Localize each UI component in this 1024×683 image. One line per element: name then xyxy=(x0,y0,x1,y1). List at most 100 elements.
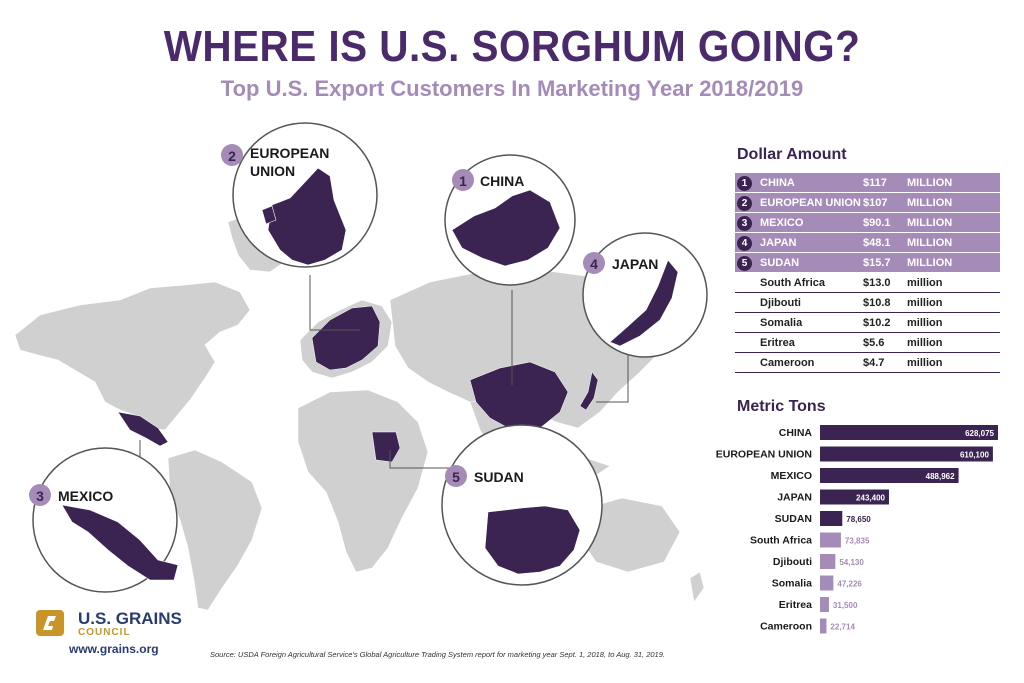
mexico-callout-label: MEXICO xyxy=(58,488,113,504)
dollar-unit: million xyxy=(907,357,943,369)
dollar-country: CHINA xyxy=(760,177,795,189)
bar-0 xyxy=(820,425,998,440)
eu-callout-label-line2: UNION xyxy=(250,163,295,179)
bar-8 xyxy=(820,597,829,612)
dollar-row: 4 JAPAN $48.1 MILLION xyxy=(735,233,1000,253)
rank-badge: 5 xyxy=(737,256,752,271)
dollar-row: Djibouti $10.8 million xyxy=(735,293,1000,313)
bar-category-label: Djibouti xyxy=(773,556,812,568)
china-map-highlight xyxy=(469,361,569,431)
dollar-amount: $15.7 xyxy=(863,257,891,269)
leader-lines xyxy=(139,275,629,469)
japan-callout-label: JAPAN xyxy=(612,256,658,272)
dollar-amount: $48.1 xyxy=(863,237,891,249)
japan-leader-line xyxy=(596,338,629,403)
dollar-row: 3 MEXICO $90.1 MILLION xyxy=(735,213,1000,233)
bar-value-label: 243,400 xyxy=(856,494,885,503)
bar-1 xyxy=(820,446,993,462)
grains-council-logo: U.S. GRAINS COUNCIL www.grains.org xyxy=(34,608,214,660)
dollar-country: Cameroon xyxy=(760,357,815,369)
mexico-zoom-shape xyxy=(61,504,179,581)
north-america-shape xyxy=(14,281,251,431)
rank-badge: 3 xyxy=(737,216,752,231)
rank-badge: 4 xyxy=(737,236,752,251)
bar-3 xyxy=(820,489,889,505)
dollar-unit: MILLION xyxy=(907,237,953,249)
dollar-unit: MILLION xyxy=(907,197,953,209)
eu-callout-label: EUROPEAN UNION xyxy=(250,145,333,179)
dollar-row: Eritrea $5.6 million xyxy=(735,333,1000,353)
bar-value-label: 22,714 xyxy=(830,623,855,632)
bar-category-label: JAPAN xyxy=(777,492,812,504)
logo-icon xyxy=(36,610,64,636)
logo-line2: COUNCIL xyxy=(78,627,131,638)
world-map: 2 1 4 3 5 EUROPEAN UNION CHINA JAPAN MEX… xyxy=(14,122,708,611)
dollar-amount: $13.0 xyxy=(863,277,891,289)
page-title: WHERE IS U.S. SORGHUM GOING? xyxy=(163,22,861,71)
bar-category-label: Eritrea xyxy=(779,599,812,611)
dollar-country: Eritrea xyxy=(760,337,795,349)
eu-zoom-ireland xyxy=(261,205,277,225)
south-america-shape xyxy=(167,449,263,611)
bar-category-label: MEXICO xyxy=(771,470,812,482)
dollar-country: SUDAN xyxy=(760,257,800,269)
japan-map-highlight xyxy=(579,371,599,411)
bar-category-label: SUDAN xyxy=(775,513,812,525)
dollar-country: MEXICO xyxy=(760,217,804,229)
dollar-unit: MILLION xyxy=(907,257,953,269)
dollar-row: Somalia $10.2 million xyxy=(735,313,1000,333)
eu-badge-number: 2 xyxy=(228,148,236,164)
bar-category-label: EUROPEAN UNION xyxy=(716,449,812,461)
sudan-zoom-shape xyxy=(484,505,581,575)
source-note: Source: USDA Foreign Agricultural Servic… xyxy=(210,650,665,659)
dollar-row: 5 SUDAN $15.7 MILLION xyxy=(735,253,1000,273)
bar-value-label: 54,130 xyxy=(839,558,864,567)
logo-url[interactable]: www.grains.org xyxy=(69,642,159,656)
sudan-badge-number: 5 xyxy=(452,469,460,485)
eu-zoom-shape xyxy=(267,167,347,266)
rank-badge: 2 xyxy=(737,196,752,211)
dollar-unit: MILLION xyxy=(907,217,953,229)
dollar-country: EUROPEAN UNION xyxy=(760,197,861,209)
dollar-row: 1 CHINA $117 MILLION xyxy=(735,173,1000,193)
tons-section-title: Metric Tons xyxy=(737,398,826,415)
bar-value-label: 628,075 xyxy=(965,429,994,438)
dollar-country: Djibouti xyxy=(760,297,801,309)
dollar-row: 2 EUROPEAN UNION $107 MILLION xyxy=(735,193,1000,213)
dollar-amount: $117 xyxy=(863,177,887,189)
eu-leader-line xyxy=(309,275,360,331)
bar-5 xyxy=(820,532,841,548)
bar-value-label: 31,500 xyxy=(833,601,858,610)
dollar-unit: MILLION xyxy=(907,177,953,189)
bar-value-label: 610,100 xyxy=(960,451,989,460)
bar-category-label: Somalia xyxy=(772,578,812,590)
new-zealand-shape xyxy=(689,571,705,603)
bar-7 xyxy=(820,575,834,591)
dollar-unit: million xyxy=(907,297,943,309)
dollar-amount-table: 1 CHINA $117 MILLION 2 EUROPEAN UNION $107 MILL… xyxy=(735,173,1000,373)
mexico-map-highlight xyxy=(117,411,169,447)
china-zoom-shape xyxy=(451,189,561,267)
dollar-unit: million xyxy=(907,317,943,329)
callout-text: 2 1 4 3 5 EUROPEAN UNION CHINA JAPAN MEX… xyxy=(36,145,658,504)
eu-map-highlight xyxy=(311,305,381,371)
china-callout-label: CHINA xyxy=(480,173,524,189)
dollar-country: Somalia xyxy=(760,317,803,329)
dollar-amount: $5.6 xyxy=(863,337,885,349)
sudan-map-highlight xyxy=(371,431,401,463)
dollar-row: Cameroon $4.7 million xyxy=(735,353,1000,373)
dollar-unit: million xyxy=(907,337,943,349)
japan-callout-circle xyxy=(582,232,708,358)
dollar-country: South Africa xyxy=(760,277,825,289)
dollar-country: JAPAN xyxy=(760,237,797,249)
bar-value-label: 78,650 xyxy=(846,515,871,524)
china-badge-number: 1 xyxy=(459,173,467,189)
japan-zoom-shape xyxy=(609,259,679,347)
dollar-amount: $90.1 xyxy=(863,217,891,229)
metric-tons-chart: CHINA 628,075 EUROPEAN UNION 610,100 MEXICO 4… xyxy=(716,425,998,634)
dollar-section-title: Dollar Amount xyxy=(737,146,847,163)
logo-line1: U.S. GRAINS xyxy=(78,609,182,628)
bar-category-label: South Africa xyxy=(750,535,812,547)
zoomed-countries xyxy=(61,167,679,581)
bar-category-label: CHINA xyxy=(779,427,813,439)
